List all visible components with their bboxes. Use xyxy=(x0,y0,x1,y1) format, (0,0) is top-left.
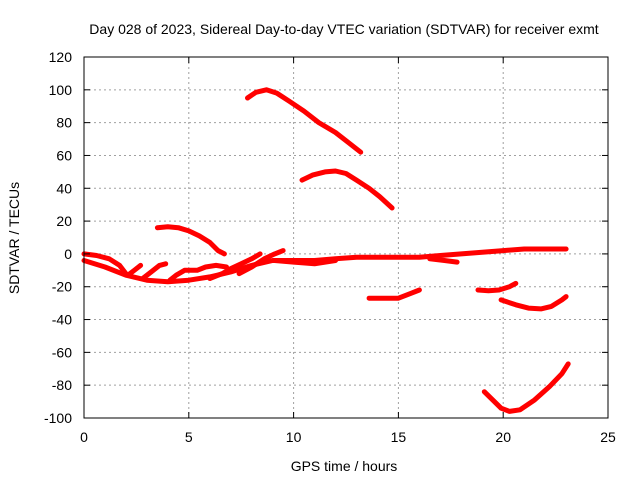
y-tick-label: 100 xyxy=(49,82,73,98)
y-tick-label: 120 xyxy=(49,49,73,65)
y-tick-label: -60 xyxy=(52,344,72,360)
x-tick-label: 0 xyxy=(80,429,88,445)
grid xyxy=(84,57,608,418)
series-trace-8 xyxy=(167,262,229,283)
y-tick-label: 60 xyxy=(56,147,72,163)
series-trace-14 xyxy=(475,280,519,294)
x-tick-label: 15 xyxy=(391,429,407,445)
series-trace-2 xyxy=(299,168,395,211)
x-tick-labels: 0 5 10 15 20 25 xyxy=(80,429,616,445)
y-tick-label: 40 xyxy=(56,180,72,196)
series-trace-6 xyxy=(125,262,144,278)
y-tick-label: -20 xyxy=(52,279,72,295)
y-tick-label: 20 xyxy=(56,213,72,229)
x-tick-label: 10 xyxy=(286,429,302,445)
series-trace-13 xyxy=(366,287,422,301)
series-trace-16 xyxy=(481,361,571,414)
ticks xyxy=(83,56,609,419)
series-trace-1 xyxy=(245,87,364,155)
series-trace-7 xyxy=(140,261,169,281)
x-tick-label: 20 xyxy=(495,429,511,445)
y-axis-label: SDTVAR / TECUs xyxy=(6,182,22,294)
x-tick-label: 5 xyxy=(185,429,193,445)
plot-frame xyxy=(83,56,609,419)
series-trace-12 xyxy=(427,256,460,265)
series-trace-11 xyxy=(272,258,338,267)
series-trace-3 xyxy=(154,224,227,257)
y-tick-label: -40 xyxy=(52,312,72,328)
y-tick-labels: -100 -80 -60 -40 -20 0 20 40 60 80 100 120 xyxy=(44,49,72,426)
y-tick-label: 80 xyxy=(56,115,72,131)
x-axis-label: GPS time / hours xyxy=(291,458,398,474)
series-trace-10 xyxy=(236,248,286,277)
y-tick-label: 0 xyxy=(64,246,72,262)
series-layer xyxy=(81,87,571,414)
y-tick-label: -80 xyxy=(52,377,72,393)
series-trace-5 xyxy=(81,251,129,277)
series-trace-9 xyxy=(207,251,263,281)
x-tick-label: 25 xyxy=(600,429,616,445)
series-trace-15 xyxy=(498,294,569,312)
y-tick-label: -100 xyxy=(44,410,72,426)
chart-title: Day 028 of 2023, Sidereal Day-to-day VTE… xyxy=(89,21,598,37)
